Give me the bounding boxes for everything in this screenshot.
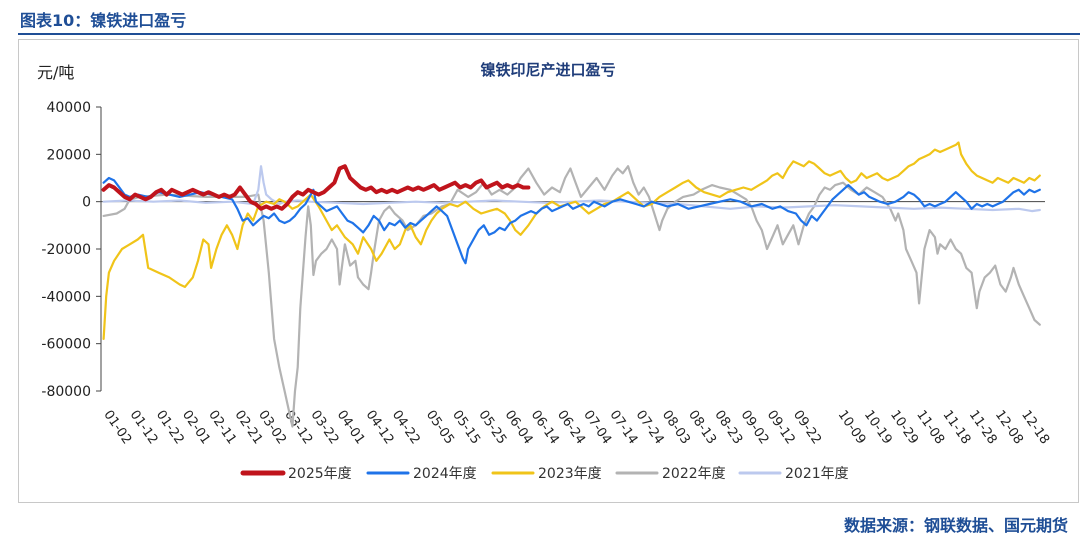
y-axis-unit: 元/吨: [37, 63, 74, 82]
y-tick-label: -80000: [41, 384, 91, 400]
y-tick-label: 40000: [46, 100, 91, 116]
chart-frame: [18, 39, 1079, 503]
figure-title: 图表10：镍铁进口盈亏: [20, 11, 187, 30]
legend-label: 2022年度: [662, 466, 726, 482]
x-tick-label: 04-22: [389, 408, 423, 448]
y-tick-label: -40000: [41, 289, 91, 305]
series-line: [102, 165, 1041, 213]
chart-title: 镍铁印尼产进口盈亏: [480, 61, 615, 79]
legend-label: 2023年度: [538, 466, 602, 482]
y-tick-labels: 40000 20000 0 -20000 -40000 -60000 -80000: [41, 100, 102, 400]
title-rule: [18, 33, 1080, 35]
series-line: [102, 165, 1041, 428]
x-axis: 01-0201-1201-2202-0102-1102-2103-0203-12…: [100, 201, 1052, 448]
x-tick-label: 12-18: [1018, 408, 1052, 448]
series-line: [102, 176, 1041, 265]
x-tick-label: 04-01: [334, 408, 368, 448]
source-note: 数据来源：钢联数据、国元期货: [843, 516, 1068, 535]
series-line: [102, 141, 1041, 340]
y-tick-label: -60000: [41, 337, 91, 353]
legend: 2025年度 2024年度 2023年度 2022年度 2021年度: [240, 466, 849, 482]
legend-label: 2021年度: [785, 466, 849, 482]
y-tick-label: -20000: [41, 242, 91, 258]
y-tick-label: 0: [82, 195, 91, 211]
legend-label: 2025年度: [288, 466, 352, 482]
series-lines: [101, 141, 1041, 428]
series-line: [101, 164, 531, 211]
y-tick-label: 20000: [46, 147, 91, 163]
x-tick-label: 09-22: [790, 408, 824, 448]
legend-label: 2024年度: [413, 466, 477, 482]
